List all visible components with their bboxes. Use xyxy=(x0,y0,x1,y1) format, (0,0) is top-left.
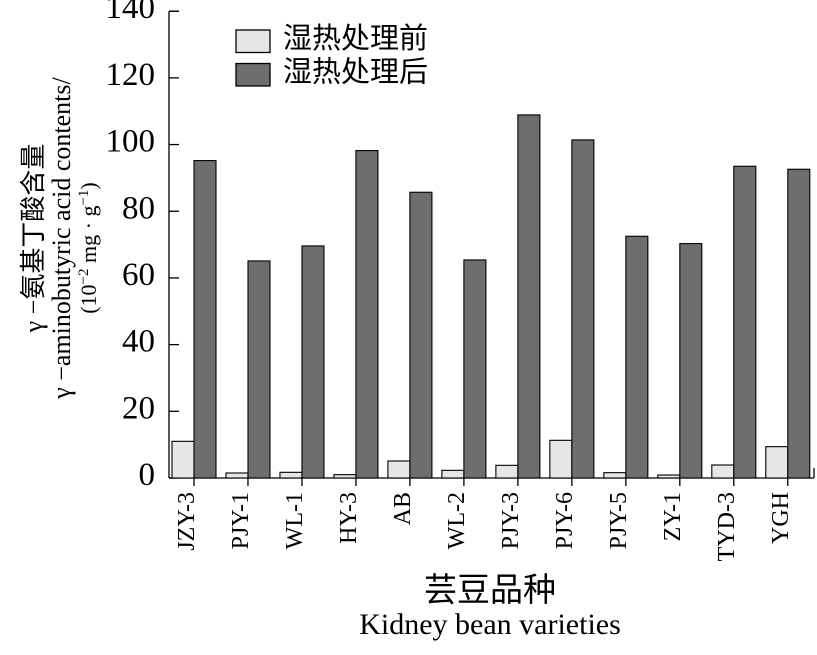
svg-text:湿热处理前: 湿热处理前 xyxy=(283,22,428,55)
svg-text:40: 40 xyxy=(122,324,155,360)
svg-text:ZY-1: ZY-1 xyxy=(660,492,686,541)
svg-text:HY-3: HY-3 xyxy=(336,492,362,544)
svg-text:(10−2 mg · g−1): (10−2 mg · g−1) xyxy=(76,182,101,314)
svg-text:20: 20 xyxy=(122,390,155,426)
svg-text:芸豆品种: 芸豆品种 xyxy=(424,572,556,609)
svg-text:JZY-3: JZY-3 xyxy=(174,492,200,551)
svg-text:PJY-6: PJY-6 xyxy=(552,492,578,549)
svg-text:TYD-3: TYD-3 xyxy=(714,492,740,561)
svg-text:140: 140 xyxy=(106,0,156,26)
svg-text:120: 120 xyxy=(106,57,156,93)
svg-text:100: 100 xyxy=(106,124,156,160)
svg-text:WL-2: WL-2 xyxy=(444,492,470,549)
svg-text:γ −氨基丁酸含量: γ −氨基丁酸含量 xyxy=(19,144,48,334)
svg-text:60: 60 xyxy=(122,257,155,293)
svg-text:湿热处理后: 湿热处理后 xyxy=(283,56,428,89)
svg-text:WL-1: WL-1 xyxy=(282,492,308,549)
svg-text:PJY-3: PJY-3 xyxy=(498,492,524,549)
svg-text:PJY-5: PJY-5 xyxy=(606,492,632,549)
svg-text:YGH: YGH xyxy=(768,492,794,544)
svg-text:Kidney bean varieties: Kidney bean varieties xyxy=(359,608,621,641)
svg-text:γ −aminobutyric acid contents/: γ −aminobutyric acid contents/ xyxy=(47,77,76,400)
svg-text:AB: AB xyxy=(390,492,416,525)
svg-text:PJY-1: PJY-1 xyxy=(228,492,254,549)
svg-text:80: 80 xyxy=(122,190,155,226)
svg-text:0: 0 xyxy=(139,457,156,493)
